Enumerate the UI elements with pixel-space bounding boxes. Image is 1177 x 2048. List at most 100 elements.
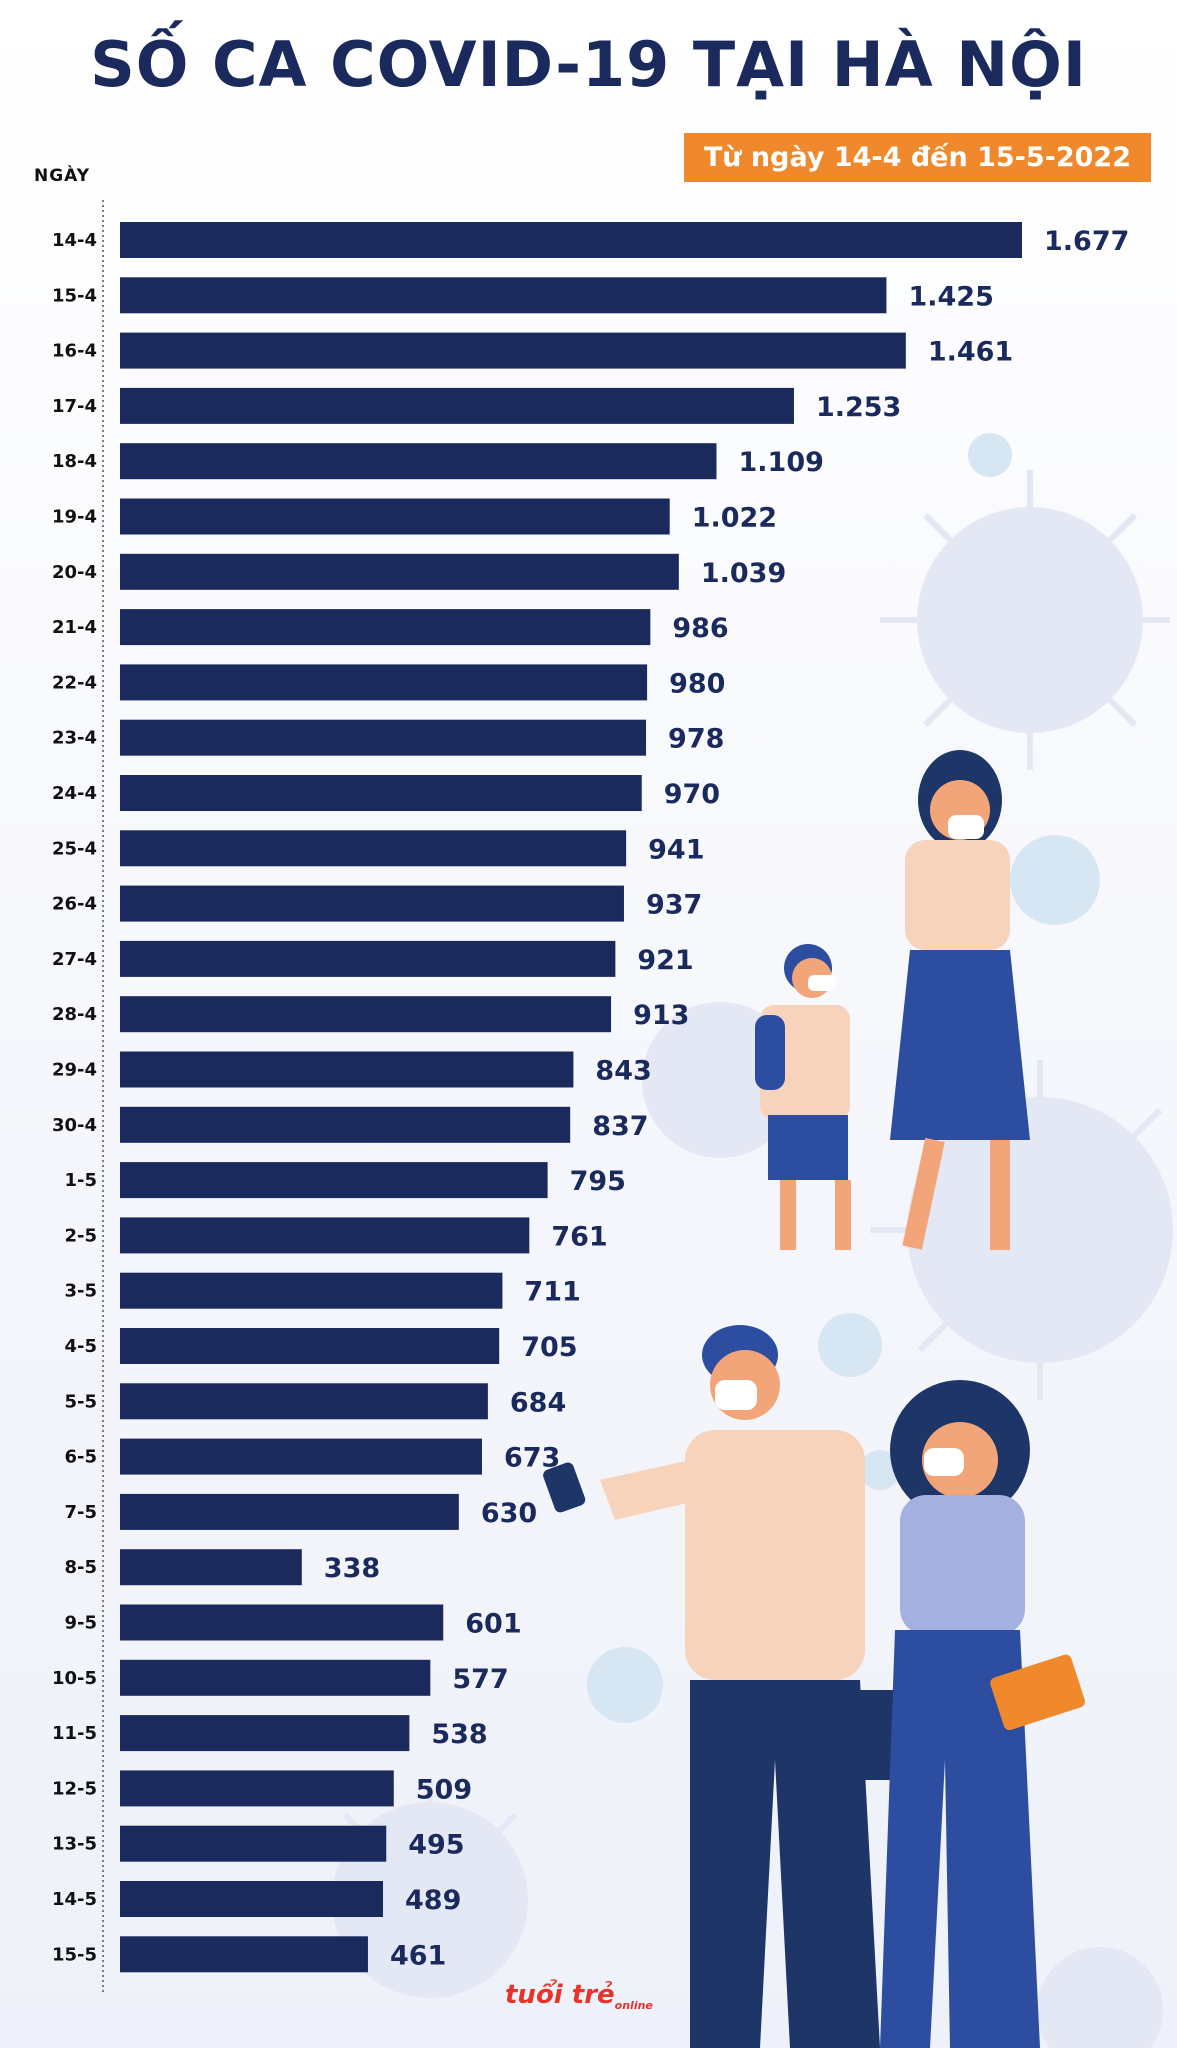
bar-value-label: 601 bbox=[465, 1609, 521, 1640]
bar bbox=[120, 1825, 387, 1862]
category-tick-label: 14-5 bbox=[52, 1889, 97, 1910]
category-tick-label: 17-4 bbox=[52, 396, 97, 417]
bar bbox=[120, 940, 616, 977]
bar bbox=[120, 1549, 302, 1586]
bar bbox=[120, 1272, 503, 1309]
category-tick-label: 27-4 bbox=[52, 949, 97, 970]
category-tick-label: 12-5 bbox=[52, 1778, 97, 1799]
bar-value-label: 1.461 bbox=[928, 337, 1013, 368]
bar bbox=[120, 1659, 431, 1696]
bar-value-label: 711 bbox=[524, 1277, 580, 1308]
bar bbox=[120, 1604, 444, 1641]
category-tick-label: 15-5 bbox=[52, 1944, 97, 1965]
bar bbox=[120, 1881, 384, 1917]
tuoi-tre-logo: tuổi trẻonline bbox=[505, 1980, 653, 2013]
category-tick-label: 14-4 bbox=[52, 230, 97, 251]
category-tick-label: 3-5 bbox=[64, 1281, 97, 1302]
people-illustration bbox=[543, 750, 1085, 2048]
category-tick-label: 11-5 bbox=[52, 1723, 97, 1744]
bar-value-label: 705 bbox=[521, 1332, 577, 1363]
bar-value-label: 1.253 bbox=[816, 392, 901, 423]
category-axis-label: NGÀY bbox=[34, 166, 91, 186]
bar bbox=[120, 609, 651, 646]
date-range-badge: Từ ngày 14-4 đến 15-5-2022 bbox=[683, 133, 1151, 182]
bar bbox=[120, 553, 679, 590]
bar-value-label: 495 bbox=[408, 1830, 464, 1861]
bar-value-label: 338 bbox=[324, 1553, 380, 1584]
bar bbox=[120, 1217, 530, 1254]
bar-value-label: 1.109 bbox=[738, 447, 823, 478]
bar bbox=[120, 719, 647, 756]
bar bbox=[120, 332, 906, 369]
bar-value-label: 630 bbox=[481, 1498, 537, 1529]
category-tick-label: 21-4 bbox=[52, 617, 97, 638]
bar bbox=[120, 996, 612, 1033]
bar bbox=[120, 1162, 548, 1199]
category-tick-label: 18-4 bbox=[52, 451, 97, 472]
bar bbox=[120, 443, 717, 480]
category-tick-label: 26-4 bbox=[52, 894, 97, 915]
bar-value-label: 673 bbox=[504, 1443, 560, 1474]
category-tick-label: 24-4 bbox=[52, 783, 97, 804]
bar bbox=[120, 222, 1022, 258]
bar-value-label: 970 bbox=[664, 779, 720, 810]
bar-value-label: 1.425 bbox=[908, 281, 993, 312]
bar-value-label: 941 bbox=[648, 834, 704, 865]
category-tick-label: 23-4 bbox=[52, 728, 97, 749]
bar-value-label: 937 bbox=[646, 890, 702, 921]
bar-value-label: 913 bbox=[633, 1000, 689, 1031]
bar-value-label: 461 bbox=[390, 1940, 446, 1971]
category-tick-label: 28-4 bbox=[52, 1004, 97, 1025]
category-tick-label: 20-4 bbox=[52, 562, 97, 583]
bar-value-label: 761 bbox=[551, 1221, 607, 1252]
category-tick-label: 9-5 bbox=[64, 1613, 97, 1634]
bar-value-label: 577 bbox=[452, 1664, 508, 1695]
bar bbox=[120, 664, 648, 701]
bar bbox=[120, 1383, 488, 1420]
category-tick-label: 13-5 bbox=[52, 1834, 97, 1855]
category-tick-label: 15-4 bbox=[52, 285, 97, 306]
category-tick-label: 1-5 bbox=[64, 1170, 97, 1191]
bar-value-label: 1.022 bbox=[692, 503, 777, 534]
bar-value-label: 684 bbox=[510, 1387, 566, 1418]
bar bbox=[120, 1328, 500, 1364]
category-tick-label: 22-4 bbox=[52, 672, 97, 693]
bar bbox=[120, 498, 670, 535]
bar-value-label: 509 bbox=[416, 1774, 472, 1805]
bar-value-label: 978 bbox=[668, 724, 724, 755]
page-title: SỐ CA COVID-19 TẠI HÀ NỘI bbox=[90, 28, 1087, 101]
bar bbox=[120, 1106, 571, 1143]
bar bbox=[120, 1051, 574, 1088]
bar bbox=[120, 885, 624, 922]
category-tick-label: 2-5 bbox=[64, 1225, 97, 1246]
bar bbox=[120, 277, 887, 314]
bar-value-label: 489 bbox=[405, 1885, 461, 1916]
bar bbox=[120, 1715, 410, 1752]
category-tick-label: 19-4 bbox=[52, 507, 97, 528]
bar bbox=[120, 387, 794, 424]
bar-value-label: 980 bbox=[669, 668, 725, 699]
category-tick-label: 5-5 bbox=[64, 1391, 97, 1412]
category-tick-label: 10-5 bbox=[52, 1668, 97, 1689]
bar-value-label: 837 bbox=[592, 1111, 648, 1142]
bar-value-label: 1.039 bbox=[701, 558, 786, 589]
bar-value-label: 538 bbox=[431, 1719, 487, 1750]
category-tick-label: 7-5 bbox=[64, 1502, 97, 1523]
bar-value-label: 843 bbox=[595, 1056, 651, 1087]
category-tick-label: 8-5 bbox=[64, 1557, 97, 1578]
category-tick-label: 30-4 bbox=[52, 1115, 97, 1136]
category-tick-label: 25-4 bbox=[52, 838, 97, 859]
bar bbox=[120, 830, 627, 867]
bar-value-label: 1.677 bbox=[1044, 226, 1129, 257]
bar-value-label: 986 bbox=[672, 613, 728, 644]
category-tick-label: 16-4 bbox=[52, 341, 97, 362]
bar bbox=[120, 775, 642, 811]
bar-value-label: 921 bbox=[637, 945, 693, 976]
category-tick-label: 6-5 bbox=[64, 1447, 97, 1468]
category-tick-label: 4-5 bbox=[64, 1336, 97, 1357]
bar bbox=[120, 1438, 482, 1475]
bar bbox=[120, 1493, 459, 1530]
